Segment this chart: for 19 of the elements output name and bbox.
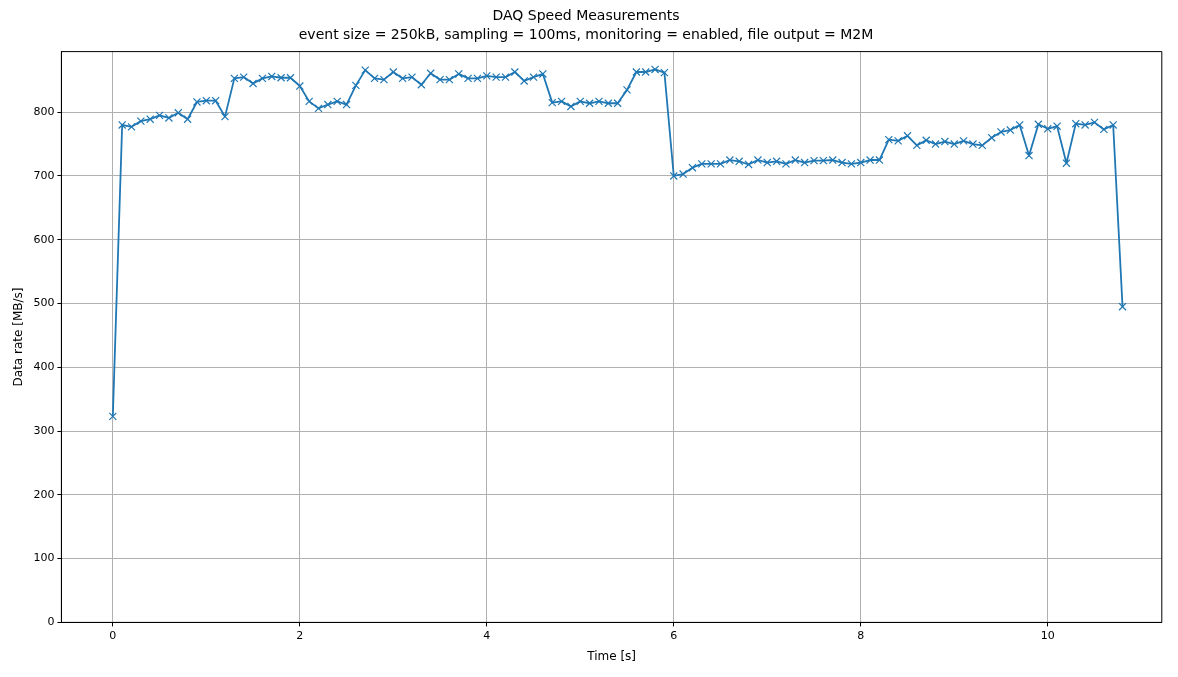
y-tick-label: 800 (33, 105, 55, 119)
y-tick-label: 100 (33, 551, 55, 565)
y-tick-label: 700 (33, 168, 55, 182)
y-tick-label: 600 (33, 232, 55, 246)
y-tick-label: 500 (33, 296, 55, 310)
x-tick-label: 4 (483, 628, 491, 642)
chart-title: DAQ Speed Measurements (492, 7, 680, 24)
x-tick-label: 8 (857, 628, 865, 642)
x-axis-title: Time [s] (586, 648, 636, 663)
y-tick-label: 300 (33, 423, 55, 437)
y-tick-label: 200 (33, 487, 55, 501)
y-tick-label: 400 (33, 360, 55, 374)
y-tick-label: 0 (47, 615, 55, 629)
y-axis-title: Data rate [MB/s] (11, 287, 26, 387)
chart-subtitle: event size = 250kB, sampling = 100ms, monitoring = enabled, file output = M2M (298, 25, 874, 42)
x-tick-label: 2 (296, 628, 304, 642)
x-tick-label: 0 (109, 628, 117, 642)
x-tick-label: 10 (1040, 628, 1055, 642)
x-tick-label: 6 (670, 628, 678, 642)
